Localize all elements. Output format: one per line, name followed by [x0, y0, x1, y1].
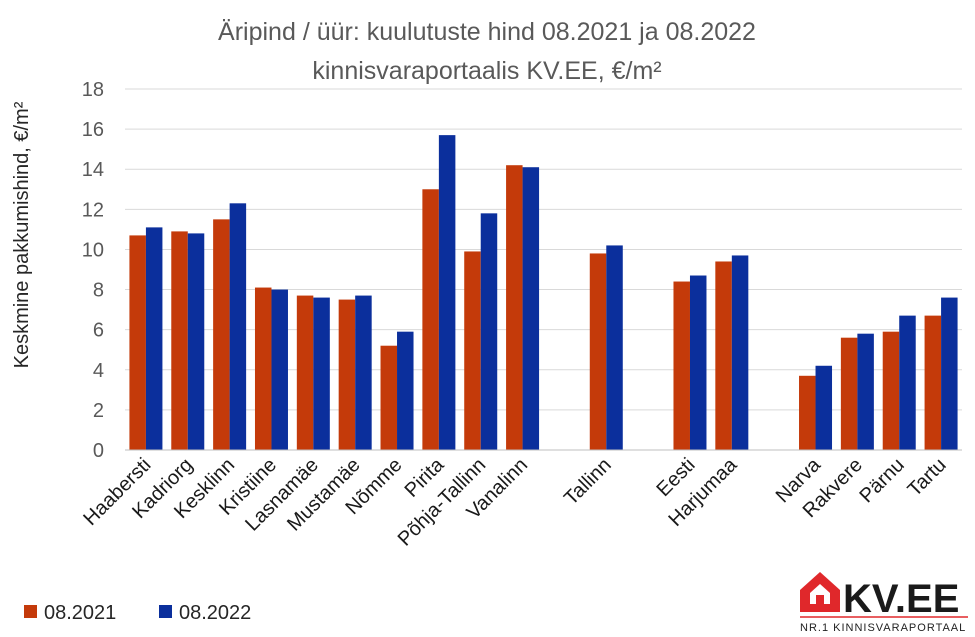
bar-08.2021-Haabersti [129, 235, 146, 450]
bar-08.2021-Pärnu [882, 331, 900, 450]
bar-08.2021-Lasnamäe [296, 295, 314, 450]
y-tick-label: 8 [93, 280, 104, 302]
bar-08.2022-Vanalinn [522, 167, 540, 450]
y-tick-label: 18 [82, 79, 104, 101]
bars [129, 135, 958, 450]
y-axis-ticks: 0 2 4 6 8 10 12 14 16 18 [82, 79, 104, 462]
y-tick-label: 14 [82, 159, 104, 181]
bar-08.2021-Narva [799, 375, 816, 450]
logo-tagline: NR.1 KINNISVARAPORTAAL [800, 622, 966, 634]
bar-08.2022-Kesklinn [229, 203, 247, 450]
bar-08.2021-Eesti [673, 281, 690, 450]
chart-title: Äripind / üür: kuulutuste hind 08.2021 j… [218, 18, 756, 85]
y-tick-label: 12 [82, 199, 104, 221]
bar-08.2022-Kristiine [271, 289, 288, 450]
bar-08.2022-Tallinn [606, 245, 623, 450]
chart-title-line-1: Äripind / üür: kuulutuste hind 08.2021 j… [218, 18, 756, 46]
y-tick-label: 4 [93, 360, 104, 382]
bar-08.2021-Põhja-Tallinn [464, 251, 481, 450]
y-tick-label: 16 [82, 119, 104, 141]
bar-08.2022-Eesti [689, 275, 707, 450]
bar-08.2021-Rakvere [840, 337, 858, 450]
bar-08.2022-Rakvere [857, 333, 874, 450]
y-tick-label: 10 [82, 239, 104, 261]
bar-08.2021-Mustamäe [338, 299, 356, 450]
bar-08.2022-Mustamäe [355, 295, 372, 450]
x-tick-label: Pärnu [855, 454, 908, 507]
chart-title-line-2: kinnisvaraportaalis KV.EE, €/m² [312, 57, 661, 85]
legend-swatch-08.2022 [159, 605, 172, 618]
legend: 08.2021 08.2022 [24, 602, 251, 624]
gridlines [125, 88, 962, 411]
bar-08.2022-Lasnamäe [313, 297, 330, 450]
bar-08.2022-Kadriorg [187, 233, 205, 450]
legend-label: 08.2022 [179, 602, 251, 624]
bar-08.2022-Tartu [941, 297, 958, 450]
x-tick-label: Tallinn [560, 454, 616, 510]
bar-08.2022-Haabersti [145, 227, 163, 450]
bar-08.2022-Harjumaa [731, 255, 749, 450]
bar-08.2021-Pirita [422, 189, 439, 450]
y-axis-label: Keskmine pakkumishind, €/m² [11, 101, 33, 368]
kv-ee-logo: KV.EE NR.1 KINNISVARAPORTAAL [800, 572, 968, 634]
bar-08.2022-Põhja-Tallinn [480, 213, 498, 450]
house-icon [800, 572, 840, 612]
bar-08.2022-Nõmme [397, 331, 414, 450]
bar-08.2021-Kadriorg [171, 231, 188, 450]
bar-08.2022-Pärnu [899, 315, 916, 450]
legend-label: 08.2021 [44, 602, 116, 624]
y-tick-label: 0 [93, 440, 104, 462]
bar-08.2022-Narva [815, 365, 833, 450]
logo-wordmark: KV.EE [843, 577, 959, 621]
bar-08.2021-Vanalinn [506, 165, 523, 450]
y-tick-label: 6 [93, 320, 104, 342]
bar-08.2021-Tallinn [589, 253, 607, 450]
bar-08.2022-Pirita [438, 135, 456, 450]
x-axis-ticks: HaaberstiKadriorgKesklinnKristiineLasnam… [79, 453, 950, 550]
x-tick-label: Tartu [904, 454, 951, 501]
y-tick-label: 2 [93, 400, 104, 422]
bar-08.2021-Nõmme [380, 345, 398, 450]
bar-08.2021-Kristiine [254, 287, 272, 450]
bar-08.2021-Tartu [924, 315, 942, 450]
bar-08.2021-Kesklinn [213, 219, 230, 450]
legend-swatch-08.2021 [24, 605, 37, 618]
bar-08.2021-Harjumaa [715, 261, 732, 450]
